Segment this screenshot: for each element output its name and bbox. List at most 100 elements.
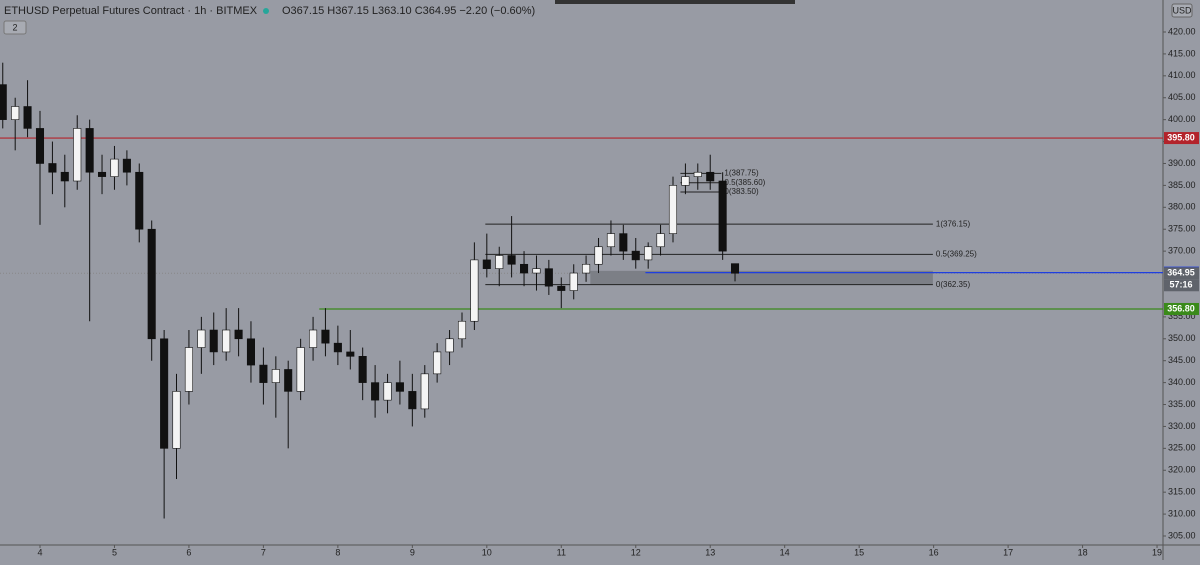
candle-body [184,347,193,392]
candle-body [706,171,715,182]
candle-body [457,320,467,340]
candle-body [321,329,330,344]
x-tick-label: 10 [482,547,492,557]
y-tick-label: 340.00 [1168,377,1196,387]
price-badge [1164,302,1199,315]
candle-body [122,158,131,173]
price-badge-label: 356.80 [1167,303,1195,313]
x-tick-label: 7 [261,547,266,557]
y-tick-label: 350.00 [1168,333,1196,343]
candle-body [147,228,156,340]
y-tick-label: 405.00 [1168,92,1196,102]
candle-body [222,329,231,353]
y-tick-label: 325.00 [1168,443,1196,453]
price-badge-label: 395.80 [1167,132,1195,142]
y-tick-label: 315.00 [1168,487,1196,497]
candle-body [606,233,615,248]
candle-body [160,338,169,449]
y-tick-label: 385.00 [1168,180,1196,190]
countdown-badge [1164,279,1199,292]
x-tick-label: 17 [1003,547,1013,557]
price-badge [1164,132,1199,145]
candle-body [197,329,206,348]
candle-body [246,338,255,366]
candle-body [420,373,429,410]
y-tick-label: 355.00 [1168,311,1196,321]
last-price-badge [1164,267,1199,280]
top-bar [555,0,795,4]
candle-body [482,259,491,269]
y-tick-label: 415.00 [1168,48,1196,58]
x-tick-label: 8 [335,547,340,557]
collapse-button[interactable] [3,20,27,35]
candle-body [73,128,82,182]
candle-body [97,171,107,177]
y-tick-label: 320.00 [1168,465,1196,475]
candle-body [520,263,529,274]
x-tick-label: 14 [780,547,790,557]
x-tick-label: 16 [929,547,939,557]
collapse-count: 2 [12,22,17,32]
candle-body [60,171,69,182]
candle-body [284,369,293,392]
candle-body [296,347,305,392]
candle-body [209,329,218,353]
candle-body [569,272,578,291]
fib-label: 0(362.35) [936,280,971,289]
last-price-label: 364.95 [1167,268,1195,278]
candle-body [445,338,454,353]
candle-body [395,382,404,392]
candle-body [23,106,32,129]
x-tick-label: 11 [557,547,566,557]
candle-body [718,180,727,252]
candle-body [172,391,181,449]
candle-body [507,255,516,265]
fib-label: 0(383.50) [724,187,759,196]
currency: USD [1172,5,1192,15]
candle-body [383,382,392,401]
status-dot [263,8,269,14]
candle-body [259,364,268,383]
y-tick-label: 310.00 [1168,508,1196,518]
x-tick-label: 12 [631,547,641,557]
candle-body [346,351,355,357]
currency-button[interactable] [1171,3,1193,18]
candle-body [656,233,665,248]
y-tick-label: 420.00 [1168,26,1196,36]
x-tick-label: 5 [112,547,117,557]
ohlc-legend: O367.15 H367.15 L363.10 C364.95 −2.20 (−… [282,5,535,17]
fib-label: 0.5(369.25) [936,250,977,259]
y-tick-label: 410.00 [1168,70,1196,80]
candle-body [110,158,119,177]
y-tick-label: 305.00 [1168,530,1196,540]
candle-body [594,246,603,265]
x-tick-label: 18 [1078,547,1088,557]
fib-label: 0.5(385.60) [724,178,765,187]
y-tick-label: 375.00 [1168,224,1196,234]
y-tick-label: 400.00 [1168,114,1196,124]
candle-body [557,285,566,291]
y-tick-label: 380.00 [1168,202,1196,212]
x-tick-label: 6 [186,547,191,557]
candle-body [48,163,57,173]
candle-body [135,171,144,230]
candle-body [333,342,342,353]
plot: 1(376.15) 0.5(369.25) 0(362.35) 1(387.75)0.… [0,62,1163,519]
candle-body [371,382,380,401]
candle-body [358,356,367,383]
candle-body [631,250,640,261]
x-tick-label: 19 [1152,547,1162,557]
candle-body [85,128,94,173]
y-tick-label: 390.00 [1168,158,1196,168]
fib-label: 1(387.75) [724,168,759,177]
x-tick-label: 4 [37,547,42,557]
y-tick-label: 345.00 [1168,355,1196,365]
fib-label: 1(376.15) [936,219,971,228]
candle-body [495,255,504,269]
y-tick-label: 330.00 [1168,421,1196,431]
candle-body [433,351,442,375]
candle-body [730,263,740,274]
countdown: 57:16 [1169,280,1192,290]
y-tick-label: 370.00 [1168,246,1196,256]
